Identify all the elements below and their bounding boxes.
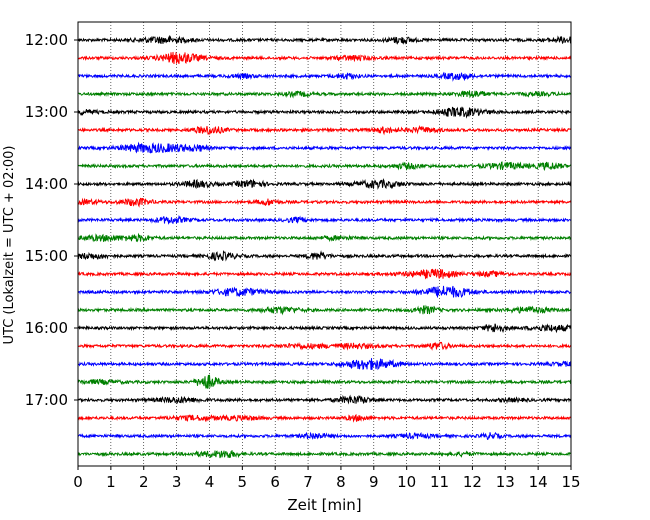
trace-1215	[77, 51, 572, 65]
x-tick-label-9: 9	[369, 473, 379, 491]
trace-lines	[77, 34, 572, 459]
y-axis-label: UTC (Lokalzeit = UTC + 02:00)	[2, 146, 17, 345]
trace-1700	[77, 394, 572, 405]
x-tick-label-13: 13	[496, 473, 515, 491]
x-tick-label-10: 10	[397, 473, 416, 491]
trace-1715	[77, 413, 572, 423]
trace-1500	[77, 249, 572, 262]
x-tick-label-0: 0	[73, 473, 83, 491]
trace-1245	[77, 90, 572, 99]
trace-1615	[77, 341, 572, 351]
y-tick-label-15:00: 15:00	[25, 247, 68, 265]
x-axis-ticks: 0 1 2 3 4 5 6 7 8 9 10 11 12 13 14 15	[73, 466, 581, 491]
x-tick-label-14: 14	[529, 473, 548, 491]
trace-1515	[77, 268, 572, 280]
trace-1330	[77, 141, 572, 155]
x-tick-label-8: 8	[336, 473, 346, 491]
trace-1230	[77, 71, 572, 82]
trace-1600	[77, 323, 572, 334]
x-axis-label: Zeit [min]	[287, 496, 361, 514]
y-tick-label-14:00: 14:00	[25, 175, 68, 193]
trace-1415	[77, 197, 572, 208]
trace-1545	[77, 304, 572, 316]
x-tick-label-1: 1	[106, 473, 116, 491]
trace-1345	[77, 161, 572, 172]
x-tick-label-15: 15	[561, 473, 580, 491]
vertical-gridlines	[110, 22, 539, 466]
trace-1430	[77, 214, 572, 225]
trace-1200	[77, 34, 572, 45]
x-tick-label-3: 3	[172, 473, 182, 491]
y-axis-ticks: 12:00 13:00 14:00 15:00 16:00 17:00	[25, 31, 78, 409]
trace-1745	[77, 450, 572, 459]
trace-1645	[77, 374, 572, 389]
trace-1300	[77, 106, 572, 119]
x-tick-label-5: 5	[238, 473, 248, 491]
x-tick-label-4: 4	[205, 473, 215, 491]
y-tick-label-17:00: 17:00	[25, 391, 68, 409]
trace-1530	[77, 285, 572, 299]
trace-1445	[77, 232, 572, 243]
y-tick-label-13:00: 13:00	[25, 103, 68, 121]
x-tick-label-11: 11	[430, 473, 449, 491]
x-tick-label-2: 2	[139, 473, 149, 491]
x-tick-label-12: 12	[463, 473, 482, 491]
trace-1730	[77, 431, 572, 441]
plot-frame	[77, 21, 572, 467]
trace-1400	[77, 177, 572, 190]
y-tick-label-12:00: 12:00	[25, 31, 68, 49]
trace-1630	[77, 358, 572, 371]
y-tick-label-16:00: 16:00	[25, 319, 68, 337]
x-tick-label-6: 6	[270, 473, 280, 491]
trace-1315	[77, 124, 572, 136]
x-tick-label-7: 7	[303, 473, 313, 491]
